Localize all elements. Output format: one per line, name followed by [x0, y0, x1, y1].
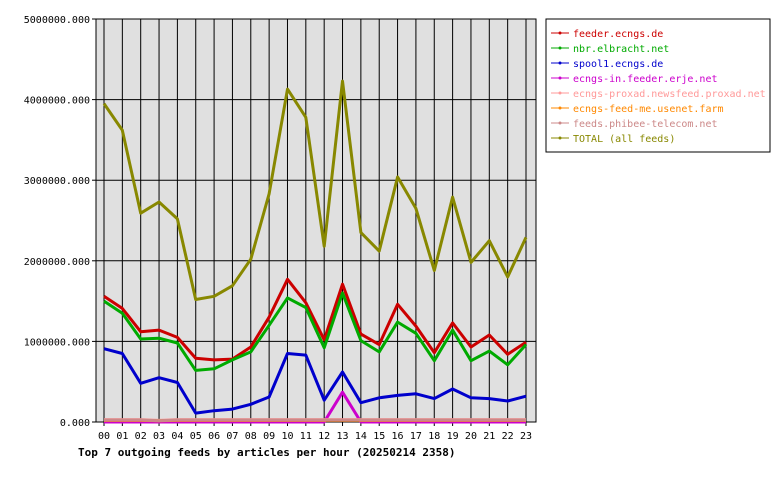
legend-marker	[558, 121, 562, 125]
legend-marker	[558, 76, 562, 80]
y-tick-label: 1000000.000	[24, 337, 90, 348]
x-tick-label: 04	[171, 431, 183, 442]
legend-label: feeder.ecngs.de	[573, 29, 663, 40]
legend-marker	[558, 46, 562, 50]
y-tick-label: 2000000.000	[24, 257, 90, 268]
legend: feeder.ecngs.de nbr.elbracht.net spool1.ec…	[545, 18, 771, 153]
legend-marker	[558, 91, 562, 95]
legend-marker	[558, 31, 562, 35]
y-tick-label: 4000000.000	[24, 96, 90, 107]
x-tick-label: 05	[190, 431, 202, 442]
series-line	[104, 390, 526, 424]
x-tick-label: 03	[153, 431, 165, 442]
x-tick-label: 01	[116, 431, 128, 442]
y-axis-ticks: 0.000 1000000.000 2000000.000 3000000.000 40…	[24, 15, 96, 429]
legend-label: spool1.ecngs.de	[573, 59, 663, 70]
series-line	[103, 347, 527, 415]
x-tick-label: 17	[410, 431, 422, 442]
x-tick-label: 19	[447, 431, 459, 442]
x-tick-label: 14	[355, 431, 367, 442]
legend-label: ecngs-feed-me.usenet.farm	[573, 104, 724, 115]
x-tick-label: 10	[281, 431, 293, 442]
legend-marker	[558, 136, 562, 140]
series-lines	[102, 79, 528, 424]
x-tick-label: 13	[336, 431, 348, 442]
series-line	[103, 291, 528, 372]
x-tick-label: 08	[245, 431, 257, 442]
y-tick-label: 3000000.000	[24, 176, 90, 187]
plot-area	[95, 18, 537, 423]
x-tick-label: 02	[135, 431, 147, 442]
x-tick-label: 15	[373, 431, 385, 442]
series-line	[102, 79, 528, 301]
x-axis-ticks: 00 01 02 03 04 05 06 07 08 09 10 11 12 13 14 15 16 17 18 19…	[98, 422, 532, 442]
x-tick-label: 00	[98, 431, 110, 442]
legend-label: ecngs-in.feeder.erje.net	[573, 74, 718, 85]
chart-title: Top 7 outgoing feeds by articles per hou…	[78, 446, 456, 459]
y-tick-label: 5000000.000	[24, 15, 90, 26]
x-tick-label: 07	[226, 431, 238, 442]
legend-marker	[558, 61, 562, 65]
series-line	[103, 277, 527, 362]
y-tick-label: 0.000	[60, 418, 90, 429]
legend-label: ecngs-proxad.newsfeed.proxad.net	[573, 89, 766, 100]
x-tick-label: 22	[502, 431, 514, 442]
x-tick-label: 18	[428, 431, 440, 442]
x-tick-label: 20	[465, 431, 477, 442]
x-tick-label: 23	[520, 431, 532, 442]
x-tick-label: 06	[208, 431, 220, 442]
x-tick-label: 16	[392, 431, 404, 442]
legend-label: nbr.elbracht.net	[573, 44, 669, 55]
x-tick-label: 11	[300, 431, 312, 442]
legend-marker	[558, 106, 562, 110]
legend-label: feeds.phibee-telecom.net	[573, 119, 718, 130]
series-line	[104, 418, 526, 423]
x-tick-label: 12	[318, 431, 330, 442]
legend-box	[545, 18, 771, 153]
x-tick-label: 09	[263, 431, 275, 442]
legend-label: TOTAL (all feeds)	[573, 134, 675, 145]
x-tick-label: 21	[483, 431, 495, 442]
